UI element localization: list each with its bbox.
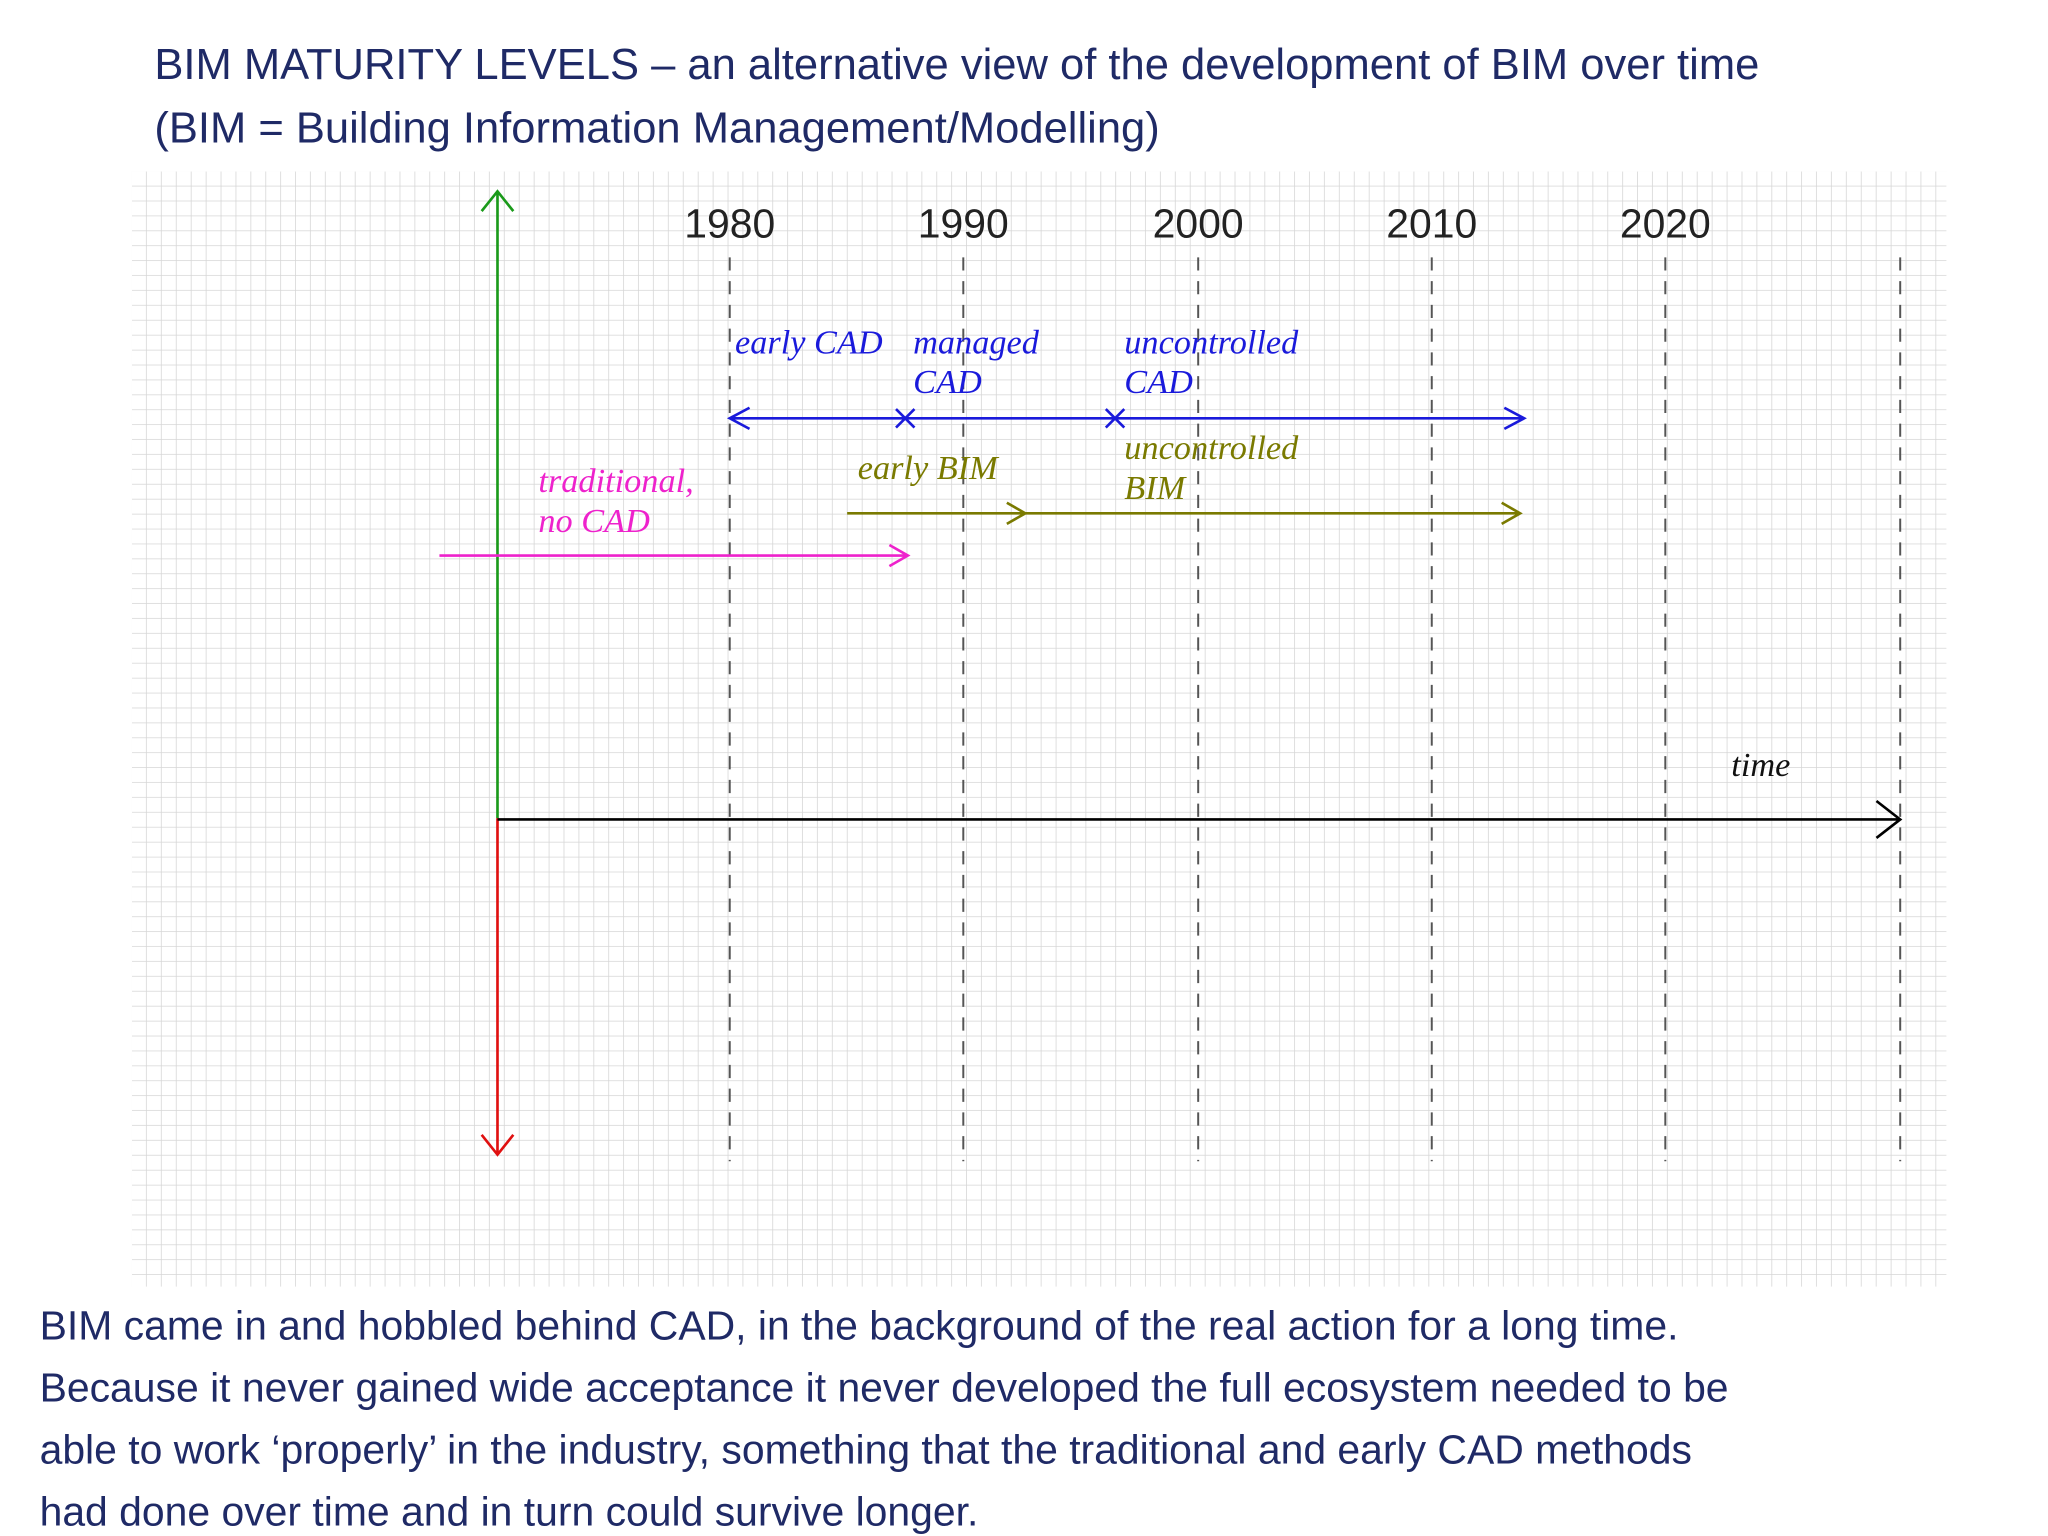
span-label: traditional, [538, 462, 693, 500]
grid [131, 171, 1947, 1287]
caption-line: Because it never gained wide acceptance … [40, 1364, 1729, 1410]
vertical-axis-up [480, 189, 515, 819]
span-label: BIM [1124, 469, 1187, 507]
year-guides [728, 257, 1902, 1162]
bim-arrow [847, 501, 1523, 526]
cad-arrow [726, 406, 1527, 431]
span-label: uncontrolled [1124, 324, 1299, 362]
caption-line: BIM came in and hobbled behind CAD, in t… [40, 1302, 1679, 1348]
title-line: (BIM = Building Information Management/M… [154, 105, 1159, 153]
span-label: no CAD [538, 502, 650, 540]
axes [439, 189, 1903, 1157]
span-label: early BIM [858, 449, 1000, 487]
span-label: uncontrolled [1124, 429, 1299, 467]
traditional-arrow [439, 543, 911, 568]
time-axis [497, 799, 1903, 839]
title-line: BIM MATURITY LEVELS – an alternative vie… [154, 41, 1759, 89]
span-label: CAD [913, 363, 982, 401]
axis-label: time [1731, 746, 1790, 784]
year-label: 2000 [1153, 201, 1244, 247]
vertical-axis-down [480, 818, 515, 1157]
caption-line: had done over time and in turn could sur… [40, 1488, 979, 1534]
span-label: CAD [1124, 363, 1193, 401]
year-label: 2010 [1386, 201, 1477, 247]
caption-line: able to work ‘properly’ in the industry,… [40, 1426, 1692, 1472]
year-label: 2020 [1620, 201, 1711, 247]
span-label: managed [913, 324, 1040, 362]
year-label: 1990 [918, 201, 1009, 247]
year-label: 1980 [684, 201, 775, 247]
span-label: early CAD [735, 324, 883, 362]
